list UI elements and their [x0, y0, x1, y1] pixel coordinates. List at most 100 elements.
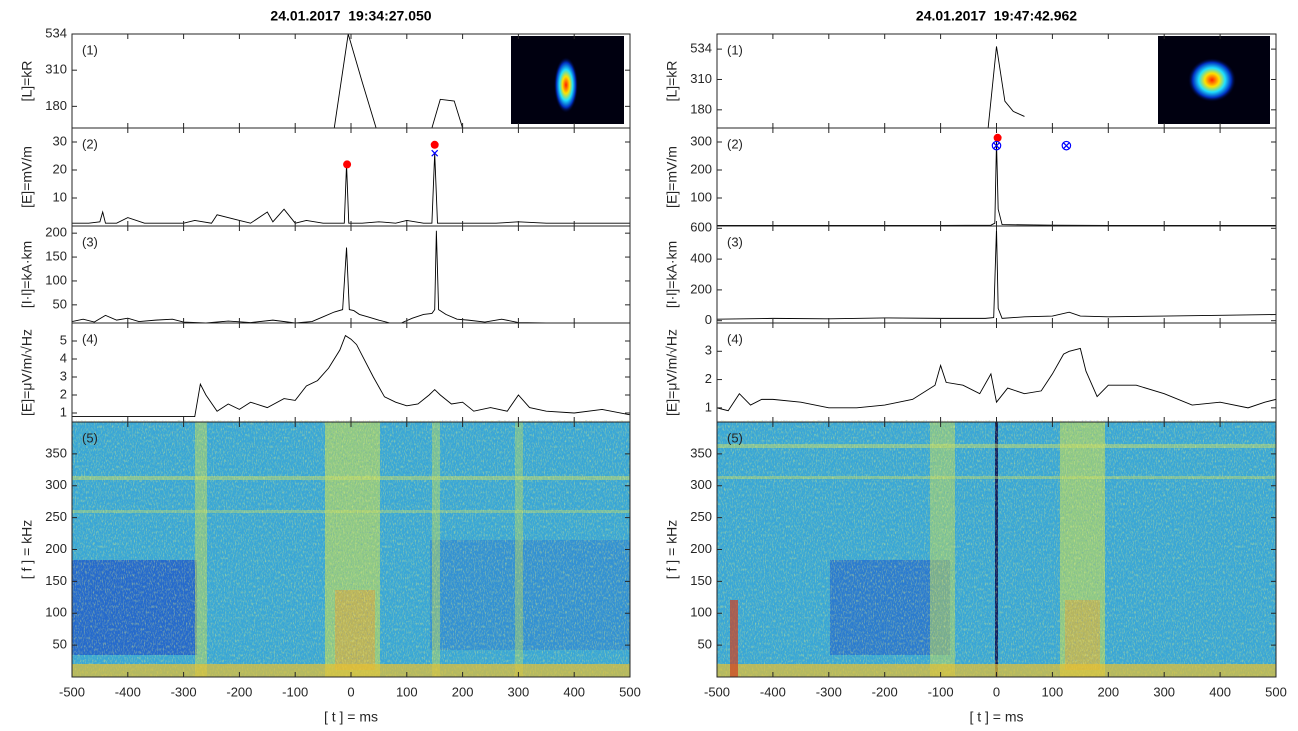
- y-tick-label: 400: [690, 251, 712, 266]
- y-tick-label: 10: [53, 189, 67, 204]
- data-line: [72, 230, 630, 323]
- y-tick-label: 200: [690, 161, 712, 176]
- data-line: [333, 34, 464, 128]
- x-tick-label: 200: [1097, 684, 1119, 699]
- x-tick-label: 300: [1153, 684, 1175, 699]
- panel-label: (1): [727, 42, 743, 57]
- data-line: [72, 334, 630, 418]
- data-line: [717, 228, 1276, 320]
- panel-label: (4): [727, 331, 743, 346]
- data-line: [987, 46, 1025, 128]
- x-tick-label: -300: [171, 684, 197, 699]
- y-tick-label: 4: [60, 350, 67, 365]
- x-tick-label: -300: [816, 684, 842, 699]
- y-axis-label: [E]=mV/m: [19, 146, 35, 208]
- panel-frame: [716, 322, 1277, 423]
- marker: [431, 149, 439, 157]
- x-tick-label: 500: [1265, 684, 1287, 699]
- y-tick-label: 1: [705, 399, 712, 414]
- x-axis-label: [ t ] = ms: [324, 709, 378, 725]
- data-line: [72, 153, 630, 224]
- y-tick-label: 534: [45, 25, 67, 40]
- marker: [343, 160, 352, 169]
- inset-image-right: [1158, 36, 1270, 124]
- y-tick-label: 100: [45, 272, 67, 287]
- panel-label: (1): [82, 42, 98, 57]
- spectrogram-image-left: [72, 420, 630, 677]
- x-tick-label: -500: [59, 684, 85, 699]
- y-tick-label: 180: [690, 101, 712, 116]
- x-tick-label: 400: [1209, 684, 1231, 699]
- y-tick-label: 310: [45, 62, 67, 77]
- panel-frame: [71, 225, 631, 324]
- y-tick-label: 534: [690, 41, 712, 56]
- y-tick-label: 350: [690, 445, 712, 460]
- y-tick-label: 5: [60, 332, 67, 347]
- y-axis-label: [E]=mV/m: [664, 146, 680, 208]
- y-tick-label: 2: [705, 371, 712, 386]
- x-tick-label: -200: [226, 684, 252, 699]
- panel-label: (2): [82, 136, 98, 151]
- y-tick-label: 600: [690, 220, 712, 235]
- y-tick-label: 0: [705, 312, 712, 327]
- x-tick-label: 100: [396, 684, 418, 699]
- panel-label: (2): [727, 136, 743, 151]
- y-axis-label: [ f ] = kHz: [19, 520, 35, 580]
- x-axis-label: [ t ] = ms: [969, 709, 1023, 725]
- x-tick-label: -200: [872, 684, 898, 699]
- x-tick-label: 0: [993, 684, 1000, 699]
- panel-label: (5): [82, 430, 98, 445]
- y-tick-label: 200: [45, 541, 67, 556]
- x-tick-label: -100: [928, 684, 954, 699]
- y-tick-label: 3: [705, 343, 712, 358]
- panel-frame: [71, 127, 631, 227]
- y-tick-label: 2: [60, 386, 67, 401]
- y-tick-label: 200: [690, 541, 712, 556]
- x-tick-label: -400: [115, 684, 141, 699]
- y-axis-label: [I·l]=kA·km: [664, 241, 680, 308]
- marker-cross: [993, 142, 1000, 150]
- x-tick-label: 500: [619, 684, 641, 699]
- y-tick-label: 150: [690, 573, 712, 588]
- x-tick-label: 0: [347, 684, 354, 699]
- panel-label: (3): [82, 234, 98, 249]
- marker: [991, 140, 1002, 151]
- marker-dot: [343, 160, 352, 169]
- y-axis-label: [I·l]=kA·km: [19, 241, 35, 308]
- chart-title: 24.01.2017 19:34:27.050: [270, 8, 431, 24]
- chart-title: 24.01.2017 19:47:42.962: [916, 8, 1077, 24]
- y-tick-label: 100: [690, 605, 712, 620]
- panel-label: (3): [727, 234, 743, 249]
- marker-dot: [993, 133, 1002, 142]
- x-tick-label: 200: [452, 684, 474, 699]
- marker: [430, 140, 439, 149]
- y-tick-label: 100: [45, 605, 67, 620]
- y-axis-label: [E]=μV/m/√Hz: [19, 329, 35, 416]
- y-tick-label: 50: [53, 296, 67, 311]
- y-tick-label: 300: [45, 477, 67, 492]
- y-tick-label: 150: [45, 573, 67, 588]
- y-axis-label: [L]=kR: [664, 61, 680, 102]
- panel-frame: [71, 322, 631, 423]
- y-tick-label: 1: [60, 404, 67, 419]
- y-tick-label: 250: [690, 509, 712, 524]
- y-tick-label: 180: [45, 98, 67, 113]
- y-tick-label: 20: [53, 161, 67, 176]
- y-axis-label: [ f ] = kHz: [664, 520, 680, 580]
- panel-label: (5): [727, 430, 743, 445]
- x-tick-label: 400: [563, 684, 585, 699]
- y-tick-label: 310: [690, 71, 712, 86]
- y-tick-label: 150: [45, 248, 67, 263]
- marker-circle: [991, 140, 1002, 151]
- y-axis-label: [E]=μV/m/√Hz: [664, 329, 680, 416]
- y-tick-label: 30: [53, 133, 67, 148]
- y-tick-label: 300: [690, 477, 712, 492]
- marker-dot: [430, 140, 439, 149]
- y-tick-label: 300: [690, 133, 712, 148]
- marker-cross: [1062, 142, 1070, 150]
- x-tick-label: 100: [1042, 684, 1064, 699]
- spectrogram-image-right: [717, 420, 1276, 677]
- x-tick-label: 300: [508, 684, 530, 699]
- y-tick-label: 100: [690, 189, 712, 204]
